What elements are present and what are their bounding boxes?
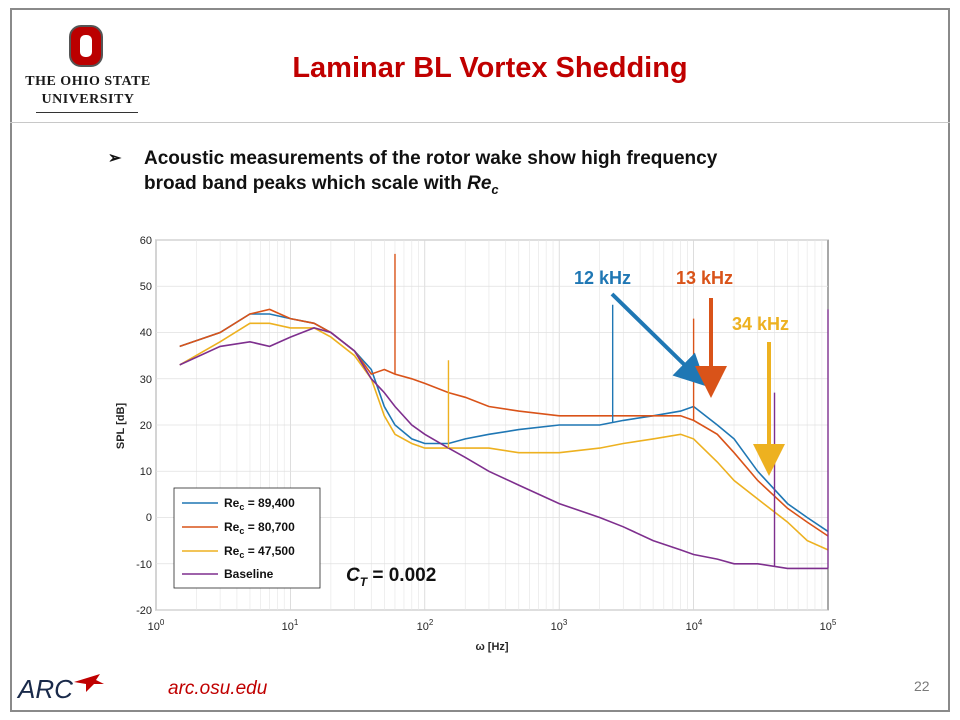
bullet-line-2-prefix: broad band peaks which scale with bbox=[144, 173, 468, 194]
x-tick-label: 102 bbox=[417, 618, 434, 633]
y-tick-label: -20 bbox=[136, 605, 152, 617]
annotation-12khz-arrow bbox=[610, 292, 707, 387]
arc-logo-text: ARC bbox=[16, 674, 73, 704]
legend-box bbox=[173, 487, 321, 589]
y-tick-labels: 60 50 40 30 20 10 0 -10 -20 bbox=[136, 235, 152, 617]
footer-website-link[interactable]: arc.osu.edu bbox=[168, 678, 268, 699]
osu-block-o-logo bbox=[69, 25, 103, 67]
x-tick-label: 104 bbox=[686, 618, 703, 633]
slide-title: Laminar BL Vortex Shedding bbox=[292, 52, 688, 84]
peaks-group bbox=[394, 253, 829, 569]
y-tick-label: 10 bbox=[140, 466, 152, 478]
legend-entry-89400: Rec = 89,400 bbox=[224, 496, 295, 512]
legend-entry-80700: Rec = 80,700 bbox=[224, 520, 295, 536]
frame-bottom bbox=[10, 710, 950, 712]
bullet-text: Acoustic measurements of the rotor wake … bbox=[144, 146, 864, 202]
y-tick-label: 30 bbox=[140, 374, 152, 386]
bullet-line-1: Acoustic measurements of the rotor wake … bbox=[144, 148, 718, 169]
series-group bbox=[179, 308, 829, 570]
university-name-line1: The Ohio State bbox=[25, 74, 151, 89]
logo-underline bbox=[36, 112, 138, 113]
arc-logo: ARC bbox=[16, 674, 104, 704]
y-tick-label: -10 bbox=[136, 559, 152, 571]
x-axis-label: ω [Hz] bbox=[475, 641, 508, 653]
series-line-Baseline bbox=[179, 327, 828, 570]
arc-logo-airplane-icon bbox=[74, 674, 104, 692]
university-name-line2: University bbox=[41, 92, 135, 107]
grid-lines bbox=[155, 239, 828, 611]
bullet-line-2: broad band peaks which scale with Rec bbox=[144, 171, 864, 202]
y-tick-label: 40 bbox=[140, 327, 152, 339]
annotation-12khz: 12 kHz bbox=[574, 268, 631, 288]
annotation-34khz: 34 kHz bbox=[732, 314, 789, 334]
page-number: 22 bbox=[914, 678, 930, 694]
series-line-47500 bbox=[179, 322, 829, 551]
y-axis-label: SPL [dB] bbox=[115, 403, 127, 450]
thrust-coefficient-label: CT = 0.002 bbox=[346, 565, 436, 589]
x-tick-label: 100 bbox=[148, 618, 165, 633]
annotations: 12 kHz 13 kHz 34 kHz CT = 0.002 bbox=[346, 268, 789, 589]
frame-right bbox=[948, 8, 950, 712]
reynolds-symbol: Re bbox=[467, 173, 492, 194]
y-tick-label: 0 bbox=[146, 512, 152, 524]
annotation-13khz: 13 kHz bbox=[676, 268, 733, 288]
legend-entry-baseline: Baseline bbox=[224, 567, 274, 581]
frame-top bbox=[10, 8, 950, 10]
series-line-80700 bbox=[179, 308, 829, 537]
x-tick-label: 101 bbox=[282, 618, 299, 633]
header-divider bbox=[10, 122, 950, 123]
frame-left bbox=[10, 8, 12, 712]
x-tick-labels: 100 101 102 103 104 105 bbox=[148, 618, 837, 633]
reynolds-subscript: c bbox=[491, 181, 499, 197]
spl-spectrum-chart: 60 50 40 30 20 10 0 -10 -20 100 101 102 … bbox=[115, 235, 837, 653]
y-tick-label: 60 bbox=[140, 235, 152, 247]
x-tick-label: 103 bbox=[551, 618, 568, 633]
legend-entry-47500: Rec = 47,500 bbox=[224, 544, 295, 560]
x-tick-label: 105 bbox=[820, 618, 837, 633]
y-tick-label: 20 bbox=[140, 420, 152, 432]
bullet-arrow-icon: ➢ bbox=[108, 150, 122, 167]
legend: Rec = 89,400 Rec = 80,700 Rec = 47,500 B… bbox=[173, 487, 321, 589]
y-tick-label: 50 bbox=[140, 281, 152, 293]
